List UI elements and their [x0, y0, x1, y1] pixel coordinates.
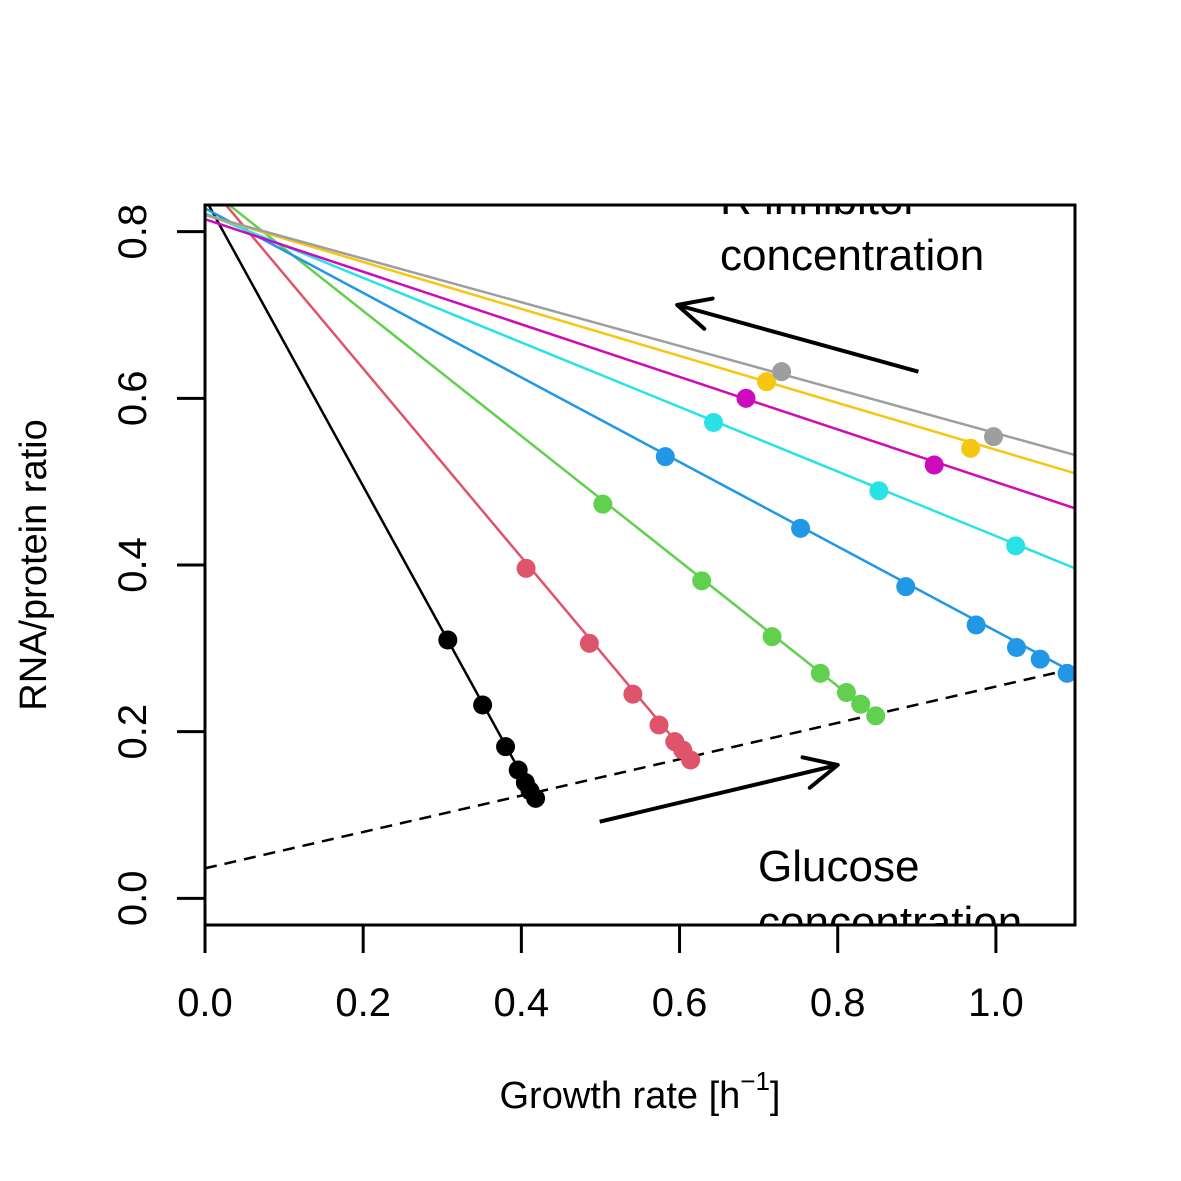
series-7-point-1 — [757, 372, 777, 392]
annotation-glucose-line2: concentration — [758, 898, 1022, 947]
axes: 0.0 0.2 0.4 0.6 0.8 1.0 0.0 0.2 0.4 0.6 0.8 — [111, 204, 1024, 1025]
arrow-1-shaft — [676, 303, 919, 374]
y-tick-label-5: 0.8 — [111, 204, 155, 260]
series-2-point-4 — [649, 715, 669, 735]
series-8-point-2 — [984, 427, 1004, 447]
series-4-point-4 — [966, 615, 986, 635]
series-6-point-1 — [736, 388, 756, 408]
series-1-point-3 — [496, 737, 516, 757]
series-3-point-3 — [762, 627, 782, 647]
series-5-point-2 — [869, 481, 889, 501]
plot-frame — [203, 203, 1077, 927]
x-axis-title-tail: ] — [770, 1075, 781, 1117]
series-8-point-1 — [772, 362, 792, 382]
x-tick-label-3: 0.4 — [494, 981, 550, 1025]
x-tick-label-6: 1.0 — [968, 981, 1024, 1025]
series-4-point-7 — [1057, 663, 1075, 683]
series-4-point-6 — [1030, 649, 1050, 669]
x-tick-label-4: 0.6 — [652, 981, 708, 1025]
x-tick-label-2: 0.2 — [335, 981, 391, 1025]
series-2-point-1 — [516, 558, 536, 578]
series-3-point-5 — [836, 683, 856, 702]
arrow-1-head — [675, 296, 715, 331]
annotation-inhibitor-line2: concentration — [720, 231, 984, 280]
series-line-8 — [205, 213, 1075, 457]
x-axis-title-main: Growth rate [h — [500, 1075, 741, 1117]
series-3-point-6 — [851, 694, 871, 714]
annotation-inhibitor-line1: R inhibitor — [720, 175, 918, 224]
series-3-point-7 — [866, 706, 886, 726]
x-tick-label-5: 0.8 — [810, 981, 866, 1025]
series-4-point-1 — [655, 447, 675, 467]
series-5-point-3 — [1006, 536, 1026, 556]
series-4-point-3 — [896, 577, 916, 597]
series-2-point-3 — [623, 684, 643, 704]
series-4-point-2 — [791, 518, 811, 538]
series-4-point-5 — [1006, 638, 1026, 657]
series-2-point-2 — [579, 633, 599, 653]
y-tick-label-3: 0.4 — [111, 537, 155, 593]
x-tick-label-1: 0.0 — [177, 981, 233, 1025]
series-line-2 — [224, 205, 693, 761]
series-3-point-4 — [810, 663, 830, 683]
y-tick-label-1: 0.0 — [111, 871, 155, 927]
series-line-7 — [205, 213, 1075, 475]
series-1-point-2 — [473, 695, 493, 715]
arrow-2-shaft — [599, 763, 839, 824]
series-6-point-2 — [924, 455, 944, 475]
y-tick-label-2: 0.2 — [111, 704, 155, 760]
annotation-glucose-line1: Glucose — [758, 842, 919, 891]
series-1-point-7 — [526, 788, 546, 808]
y-tick-label-4: 0.6 — [111, 371, 155, 427]
series-line-4 — [205, 207, 1075, 675]
series-7-point-2 — [961, 438, 981, 458]
series-2-point-7 — [681, 750, 701, 770]
series-5-point-1 — [704, 413, 724, 432]
series-line-3 — [227, 205, 879, 719]
series-3-point-2 — [692, 571, 712, 591]
series-1-point-1 — [438, 630, 458, 650]
series-3-point-1 — [593, 494, 613, 514]
series-line-5 — [205, 212, 1075, 570]
x-axis-title-exponent: −1 — [740, 1066, 770, 1096]
x-axis-title: Growth rate [h−1] — [500, 1066, 781, 1117]
reference-line-dashed — [205, 667, 1075, 870]
arrow-2-head — [800, 755, 840, 790]
annotations: R inhibitor concentration Glucose concen… — [720, 175, 1022, 947]
plot-data — [205, 205, 1075, 870]
y-axis-title: RNA/protein ratio — [13, 419, 55, 710]
